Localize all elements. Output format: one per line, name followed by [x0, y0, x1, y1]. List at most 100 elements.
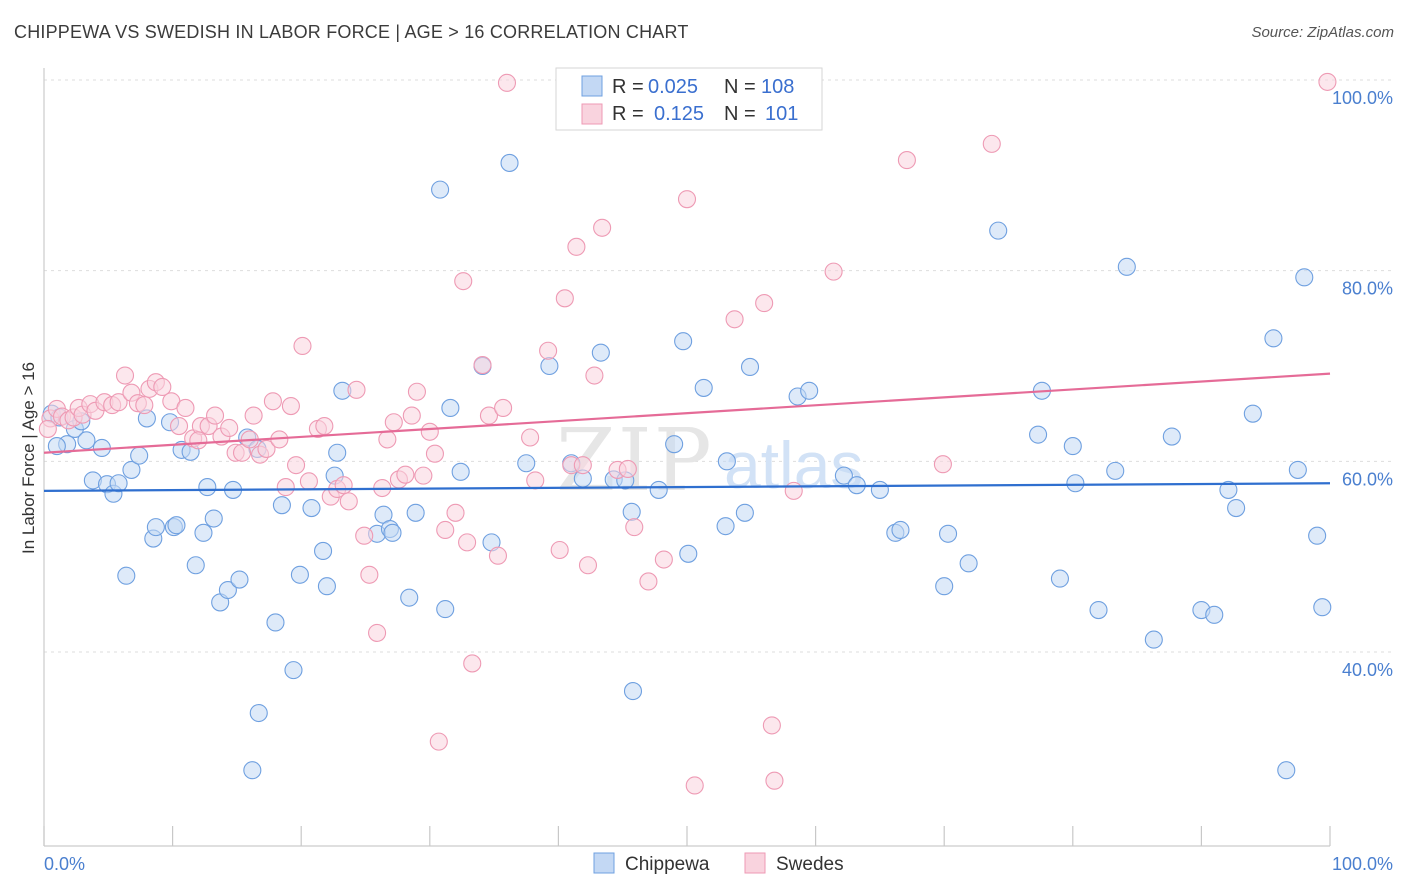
- chippewa-point-88: [1050, 569, 1069, 588]
- swedes-point-46: [339, 492, 358, 511]
- chippewa-point-76: [800, 381, 819, 400]
- chippewa-point-70: [694, 378, 713, 397]
- swedes-point-58: [414, 466, 433, 485]
- swedes-point-88: [677, 190, 697, 209]
- series-swatch-chippewa: [593, 852, 615, 874]
- swedes-point-49: [360, 565, 379, 584]
- swedes-point-78: [567, 237, 586, 256]
- chippewa-point-105: [1308, 526, 1327, 545]
- legend-r-value-swedes: 0.125: [654, 103, 704, 125]
- grid-lines: [44, 79, 1392, 653]
- legend-r-label-swedes: R =: [612, 103, 644, 125]
- chart-title: CHIPPEWA VS SWEDISH IN LABOR FORCE | AGE…: [14, 22, 689, 42]
- source-label: Source: ZipAtlas.com: [1251, 24, 1394, 41]
- swedes-point-11: [109, 393, 128, 412]
- chippewa-point-22: [186, 556, 205, 575]
- chippewa-point-98: [1219, 480, 1238, 499]
- swedes-point-25: [205, 406, 225, 425]
- chippewa-point-95: [1162, 427, 1181, 446]
- series-legend: Chippewa Swedes: [593, 852, 844, 875]
- chippewa-point-103: [1288, 460, 1307, 479]
- swedes-point-57: [407, 382, 426, 401]
- swedes-point-87: [654, 550, 673, 569]
- swedes-point-97: [982, 134, 1001, 153]
- chippewa-point-37: [290, 565, 309, 584]
- chippewa-point-67: [665, 435, 684, 454]
- chippewa-point-79: [870, 480, 889, 499]
- swedes-point-52: [378, 430, 397, 449]
- swedes-point-31: [244, 406, 263, 425]
- chippewa-point-68: [674, 332, 693, 351]
- swedes-point-91: [762, 716, 781, 735]
- swedes-point-40: [299, 472, 318, 491]
- swedes-point-42: [315, 417, 334, 436]
- swedes-point-92: [765, 771, 784, 790]
- swedes-point-85: [625, 518, 644, 537]
- chippewa-point-35: [272, 496, 291, 515]
- chippewa-point-66: [649, 480, 668, 499]
- chippewa-point-101: [1264, 329, 1283, 348]
- chippewa-point-56: [500, 153, 519, 172]
- swedes-point-70: [494, 398, 513, 417]
- swedes-point-15: [135, 396, 154, 415]
- chippewa-point-49: [406, 503, 425, 522]
- swedes-point-84: [618, 459, 637, 479]
- chippewa-point-31: [243, 761, 262, 780]
- swedes-point-66: [463, 654, 482, 673]
- y-tick-label-100: 100.0%: [1332, 88, 1393, 108]
- chippewa-point-82: [935, 577, 954, 596]
- swedes-point-29: [232, 443, 252, 462]
- y-tick-labels: 40.0% 60.0% 80.0% 100.0%: [1332, 88, 1393, 680]
- chippewa-point-99: [1227, 498, 1246, 518]
- swedes-trend-line: [43, 372, 1331, 454]
- legend-r-label-chippewa: R =: [612, 76, 644, 98]
- chippewa-trend-line: [43, 482, 1331, 492]
- trend-lines: [43, 372, 1331, 492]
- swedes-point-20: [169, 417, 189, 436]
- swedes-point-67: [473, 355, 492, 375]
- swedes-point-65: [458, 533, 477, 552]
- chippewa-point-40: [317, 577, 336, 596]
- swedes-point-48: [355, 526, 374, 545]
- swedes-point-55: [396, 465, 415, 484]
- swedes-point-56: [402, 406, 421, 425]
- chippewa-points: [42, 153, 1332, 780]
- legend-swatch-swedes: [581, 103, 603, 125]
- legend-n-value-swedes: 101: [765, 103, 798, 125]
- chippewa-point-94: [1144, 630, 1163, 649]
- chippewa-point-24: [198, 478, 217, 497]
- swedes-point-100: [38, 419, 57, 438]
- chippewa-point-47: [383, 523, 402, 542]
- swedes-point-34: [263, 392, 282, 411]
- swedes-point-74: [539, 341, 558, 360]
- chippewa-point-74: [740, 357, 760, 377]
- chippewa-point-42: [328, 443, 347, 462]
- swedes-point-99: [685, 776, 704, 795]
- swedes-point-38: [287, 456, 306, 475]
- correlation-legend: R = 0.025 N = 108 R = 0.125 N = 101: [555, 67, 823, 131]
- chippewa-point-53: [451, 462, 470, 481]
- swedes-point-62: [436, 520, 455, 540]
- swedes-point-47: [347, 380, 366, 399]
- chippewa-point-38: [302, 498, 321, 518]
- series-label-chippewa: Chippewa: [625, 854, 710, 875]
- chippewa-point-50: [431, 180, 450, 199]
- swedes-point-53: [384, 413, 403, 432]
- chippewa-point-51: [436, 600, 455, 619]
- chippewa-point-58: [540, 356, 559, 376]
- legend-n-value-chippewa: 108: [761, 76, 794, 98]
- chippewa-point-23: [194, 523, 213, 542]
- swedes-point-79: [573, 456, 592, 475]
- swedes-point-93: [784, 481, 803, 500]
- chippewa-point-34: [266, 613, 285, 632]
- swedes-point-68: [479, 406, 499, 425]
- x-tick-label-min: 0.0%: [44, 854, 85, 874]
- swedes-point-89: [725, 310, 744, 329]
- chippewa-point-106: [1313, 598, 1332, 617]
- legend-n-label-swedes: N =: [724, 103, 756, 125]
- swedes-point-73: [526, 471, 545, 490]
- chippewa-point-91: [1089, 601, 1108, 620]
- chippewa-point-12: [122, 460, 141, 479]
- swedes-point-90: [755, 294, 774, 313]
